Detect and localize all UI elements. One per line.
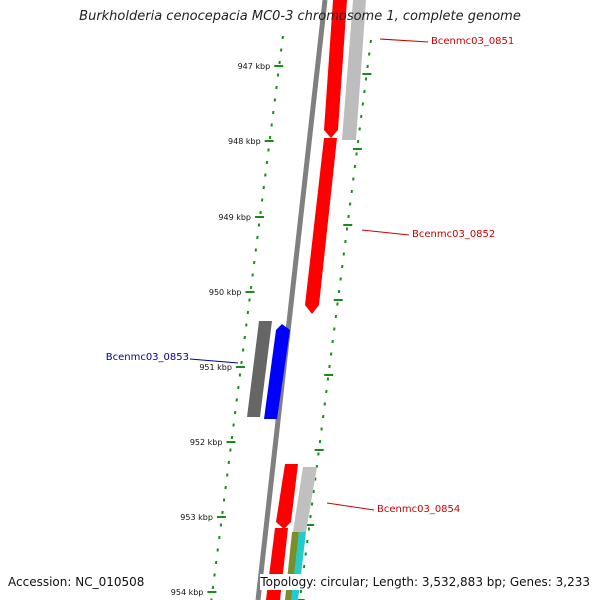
gene-leader-line	[189, 358, 239, 364]
gene-label[interactable]: Bcenmc03_0853	[106, 352, 189, 363]
tick-label: 954 kbp	[171, 588, 204, 597]
tick-layer: 947 kbp 948 kbp 949 kbp 950 kbp 951 kbp 952 k…	[171, 35, 372, 600]
feature-layer	[247, 0, 366, 600]
gene-label[interactable]: Bcenmc03_0854	[377, 504, 460, 515]
gene-arrow-bcenmc03-0854[interactable]	[276, 464, 298, 529]
gene-label-layer: Bcenmc03_0851 Bcenmc03_0852 Bcenmc03_0853 B…	[106, 36, 515, 515]
gene-leader-line	[379, 38, 429, 43]
tick-label: 950 kbp	[209, 288, 242, 297]
gene-bar-grey	[342, 0, 366, 140]
tick-label: 951 kbp	[199, 363, 232, 372]
gene-arrow-bcenmc03-0851[interactable]	[324, 0, 347, 138]
tick-label: 948 kbp	[228, 137, 261, 146]
gene-leader-line	[361, 229, 410, 236]
accession-text: Accession: NC_010508	[8, 574, 145, 590]
gene-bar-dark-grey	[247, 321, 272, 417]
topology-text: Topology: circular; Length: 3,532,883 bp…	[260, 574, 590, 590]
map-title: Burkholderia cenocepacia MC0-3 chromosom…	[79, 9, 521, 24]
tick-label: 949 kbp	[218, 213, 251, 222]
gene-arrow-bcenmc03-0853[interactable]	[264, 324, 290, 419]
gene-label[interactable]: Bcenmc03_0852	[412, 229, 495, 240]
tick-label: 953 kbp	[180, 513, 213, 522]
genome-backbone	[255, 0, 328, 600]
tick-label: 947 kbp	[238, 62, 271, 71]
tick-label: 952 kbp	[190, 438, 223, 447]
gene-leader-line	[326, 502, 375, 511]
gene-label[interactable]: Bcenmc03_0851	[431, 36, 514, 47]
gene-arrow-bcenmc03-0852[interactable]	[305, 138, 337, 314]
gene-bar-light-grey	[293, 467, 317, 532]
